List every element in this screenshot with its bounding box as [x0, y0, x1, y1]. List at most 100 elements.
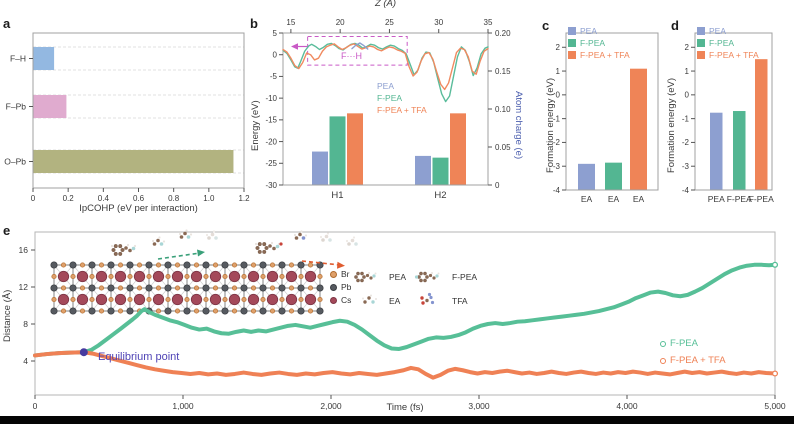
line-end-marker — [771, 370, 779, 377]
svg-text:2: 2 — [556, 43, 561, 52]
svg-text:-2: -2 — [682, 138, 690, 147]
left-arrow — [291, 43, 298, 50]
svg-text:0.8: 0.8 — [168, 194, 180, 203]
molecule-legend-pea: PEA — [389, 272, 407, 282]
crystal-structure-inset — [50, 261, 324, 315]
legend-swatch-fpea-tfa — [697, 51, 705, 59]
molecule-legend-icons — [354, 271, 440, 305]
svg-text:F–Pb: F–Pb — [6, 102, 27, 112]
legend-swatch-fpea-tfa — [568, 51, 576, 59]
svg-text:2: 2 — [685, 43, 690, 52]
panel-c-yaxis-title: Formation energy (eV) — [545, 77, 556, 173]
panel-b-top-axis-title: Z (Å) — [374, 0, 397, 9]
bar-EA-1 — [605, 162, 622, 190]
panel-b-legend-fpea: F-PEA — [377, 93, 403, 103]
panel-e-xaxis-title: Time (fs) — [386, 402, 424, 413]
panel-c-legend-fpea: F-PEA — [568, 38, 605, 48]
legend-label: PEA — [709, 26, 727, 36]
svg-text:30: 30 — [434, 18, 443, 27]
svg-text:O–Pb: O–Pb — [4, 157, 26, 167]
panel-b-legend-pea: PEA — [377, 81, 395, 91]
legend-label: PEA — [580, 26, 598, 36]
open-circle-marker — [660, 340, 666, 347]
line-F-PEA + TFA — [33, 350, 777, 380]
svg-text:0.2: 0.2 — [63, 194, 75, 203]
svg-text:F-PEA: F-PEA — [749, 194, 774, 204]
legend-swatch-pea — [568, 27, 576, 35]
panel-e-label: e — [3, 223, 11, 238]
svg-text:0.05: 0.05 — [495, 143, 511, 152]
svg-text:0.15: 0.15 — [495, 67, 511, 76]
line-F-PEA-TFA — [282, 43, 489, 91]
panel-b-label: b — [250, 16, 258, 31]
cs-atom-icon — [330, 296, 337, 304]
svg-text:1: 1 — [556, 67, 561, 76]
panel-b-y2axis-title: Atom charge (e) — [513, 91, 524, 160]
legend-label: Pb — [341, 282, 352, 292]
svg-text:-15: -15 — [265, 116, 277, 125]
svg-text:15: 15 — [286, 18, 295, 27]
legend-label: F-PEA + TFA — [709, 50, 759, 60]
line-end-marker — [771, 261, 779, 268]
svg-text:5: 5 — [273, 29, 278, 38]
panel-a-label: a — [3, 16, 11, 31]
green-dashed-arrow — [197, 249, 205, 257]
bar-PEA-0 — [710, 112, 723, 190]
svg-text:4,000: 4,000 — [616, 401, 638, 411]
svg-text:2,000: 2,000 — [320, 401, 342, 411]
svg-text:EA: EA — [581, 194, 593, 204]
panel-e-legend-fpea-tfa: F-PEA + TFA — [660, 355, 726, 366]
panel-b-yaxis-title: Energy (eV) — [250, 100, 261, 151]
molecule-legend-ea: EA — [389, 296, 401, 306]
svg-text:8: 8 — [23, 319, 28, 329]
svg-text:1,000: 1,000 — [172, 401, 194, 411]
equilibrium-dot — [79, 348, 88, 357]
legend-label: F-PEA + TFA — [580, 50, 630, 60]
svg-text:-3: -3 — [553, 162, 561, 171]
atom-legend-br: Br — [330, 269, 350, 279]
bar-H2-F-PEA + TFA — [450, 113, 466, 185]
molecule-legend-fpea: F-PEA — [452, 272, 478, 282]
svg-text:-30: -30 — [265, 181, 277, 190]
adsorbed-molecules — [110, 229, 358, 269]
bar-H1-PEA — [312, 151, 328, 185]
legend-label: F-PEA — [670, 338, 698, 349]
line-PEA — [351, 42, 369, 50]
panel-b-legend-fpea-tfa: F-PEA + TFA — [377, 105, 427, 115]
svg-text:0.10: 0.10 — [495, 105, 511, 114]
bar-O–Pb — [33, 150, 234, 173]
legend-label: Cs — [341, 295, 352, 305]
svg-text:-2: -2 — [553, 138, 561, 147]
svg-text:F–H: F–H — [10, 54, 26, 64]
bar-EA-2 — [630, 68, 647, 190]
bar-H2-F-PEA — [432, 157, 449, 185]
panel-d-yaxis-title: Formation energy (eV) — [666, 77, 677, 173]
bottom-black-bar — [0, 416, 794, 424]
svg-text:35: 35 — [484, 18, 493, 27]
svg-text:-20: -20 — [265, 137, 277, 146]
svg-text:0.4: 0.4 — [98, 194, 110, 203]
bar-F-PEA-1 — [733, 111, 746, 190]
molecule-legend-tfa: TFA — [452, 296, 468, 306]
svg-text:25: 25 — [385, 18, 394, 27]
svg-text:F-PEA: F-PEA — [727, 194, 752, 204]
bar-H1-F-PEA + TFA — [347, 113, 363, 185]
svg-text:-4: -4 — [553, 186, 561, 195]
equilibrium-point-label: Equilibrium point — [98, 351, 180, 363]
svg-text:0: 0 — [33, 401, 38, 411]
legend-label: F-PEA + TFA — [670, 355, 726, 366]
br-atom-icon — [330, 270, 337, 278]
panel-b-fh-annotation: F···H — [341, 51, 362, 61]
plot-frame — [565, 32, 659, 191]
line-F-PEA — [282, 42, 489, 103]
svg-text:0: 0 — [31, 194, 36, 203]
svg-text:3,000: 3,000 — [468, 401, 490, 411]
svg-text:0: 0 — [556, 91, 561, 100]
svg-text:EA: EA — [608, 194, 620, 204]
svg-text:1: 1 — [685, 67, 690, 76]
panel-a-plot: F–H F–Pb O–Pb 0 0.2 0.4 0.6 0.8 1.0 1.2 — [4, 32, 250, 203]
legend-label: Br — [341, 269, 350, 279]
bar-EA-0 — [578, 163, 595, 190]
panel-b-plot: 15 20 25 30 35 5 0 -5 -10 -15 -20 -25 -30 0.20 0.15 0.1… — [265, 18, 511, 201]
